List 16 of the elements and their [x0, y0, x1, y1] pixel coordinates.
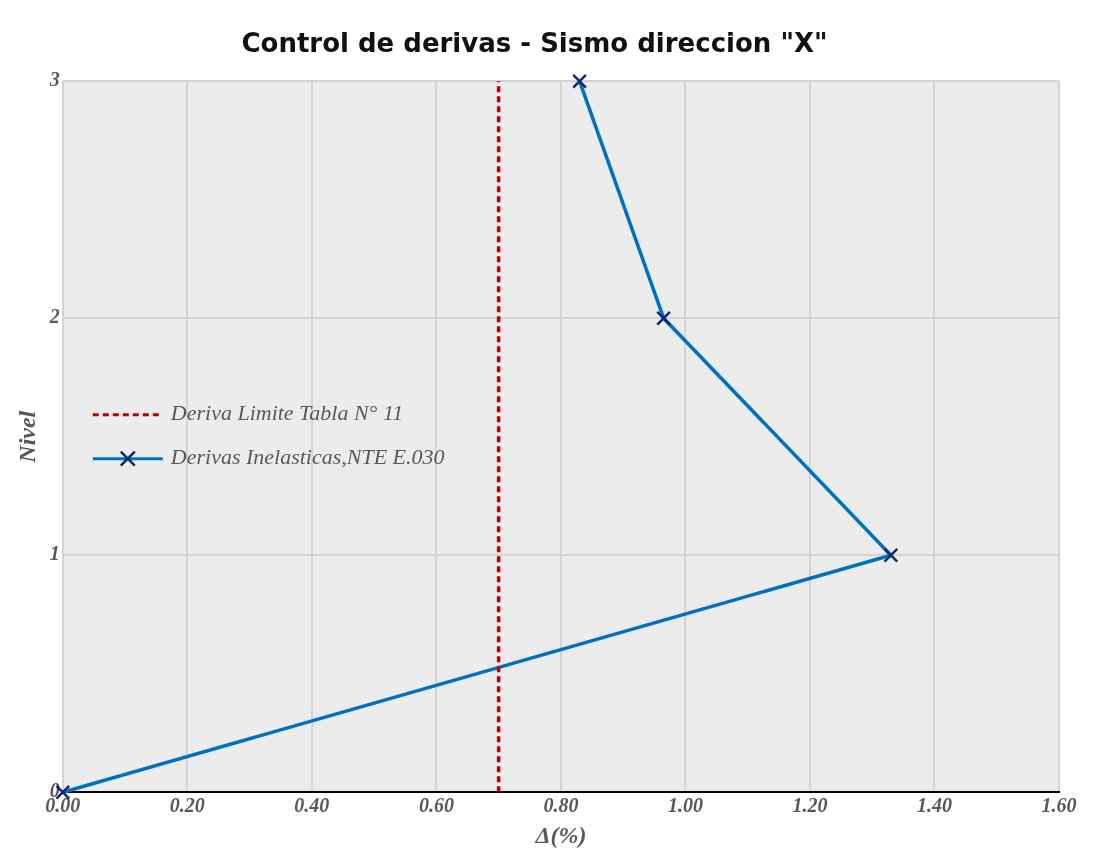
x-tick-label: 1.60 [1041, 794, 1077, 817]
legend-label: Deriva Limite Tabla N° 11 [169, 400, 404, 426]
x-tick-label: 1.20 [792, 794, 828, 817]
y-axis-title: Nivel [13, 410, 40, 464]
x-tick-label: 1.00 [667, 794, 703, 817]
y-tick-label: 2 [48, 305, 60, 328]
y-tick-label: 1 [49, 542, 60, 565]
x-tick-label: 0.80 [543, 794, 579, 817]
chart-title: Control de derivas - Sismo direccion "X" [241, 28, 828, 59]
legend-label: Derivas Inelasticas,NTE E.030 [169, 444, 445, 470]
x-tick-label: 0.20 [169, 794, 205, 817]
y-tick-label: 3 [48, 68, 60, 91]
x-tick-label: 0.60 [418, 794, 454, 817]
x-tick-label: 0.40 [294, 794, 330, 817]
x-tick-label: 1.40 [916, 794, 952, 817]
x-axis-title: Δ(%) [534, 821, 587, 848]
